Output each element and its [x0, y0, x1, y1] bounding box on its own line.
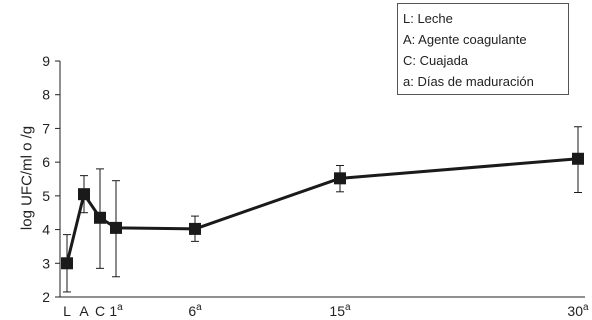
data-point-6: [189, 222, 201, 235]
legend-entry-cuajada: C: Cuajada: [403, 53, 469, 68]
data-point-A: [78, 188, 90, 201]
x-tick-label-30: 30a: [567, 302, 589, 319]
data-point-C: [94, 211, 106, 224]
y-tick-label-3: 3: [42, 255, 50, 271]
y-tick-label-2: 2: [42, 289, 50, 305]
data-point-15: [334, 172, 346, 185]
legend-entry-leche: L: Leche: [403, 11, 453, 26]
y-tick-label-7: 7: [42, 120, 50, 136]
x-tick-label-15: 15a: [329, 302, 351, 319]
y-tick-label-6: 6: [42, 154, 50, 170]
y-tick-label-9: 9: [42, 53, 50, 69]
y-tick-label-8: 8: [42, 87, 50, 103]
data-point-1: [110, 221, 122, 234]
series-line-0: [65, 157, 579, 264]
legend-entry-agente: A: Agente coagulante: [403, 32, 527, 47]
data-point-L: [61, 257, 73, 270]
x-tick-label-L: L: [63, 303, 71, 319]
legend: L: Leche A: Agente coagulante C: Cuajada…: [397, 3, 569, 95]
y-tick-label-5: 5: [42, 188, 50, 204]
x-tick-label-C: C: [95, 303, 105, 319]
y-axis-label: log UFC/ml o /g: [18, 125, 36, 231]
y-tick-label-4: 4: [42, 222, 50, 238]
x-tick-label-1: 1a: [109, 302, 123, 319]
legend-entry-dias: a: Días de maduración: [403, 74, 534, 89]
x-tick-label-6: 6a: [188, 302, 202, 319]
data-point-30: [572, 152, 584, 165]
x-tick-label-A: A: [79, 303, 89, 319]
